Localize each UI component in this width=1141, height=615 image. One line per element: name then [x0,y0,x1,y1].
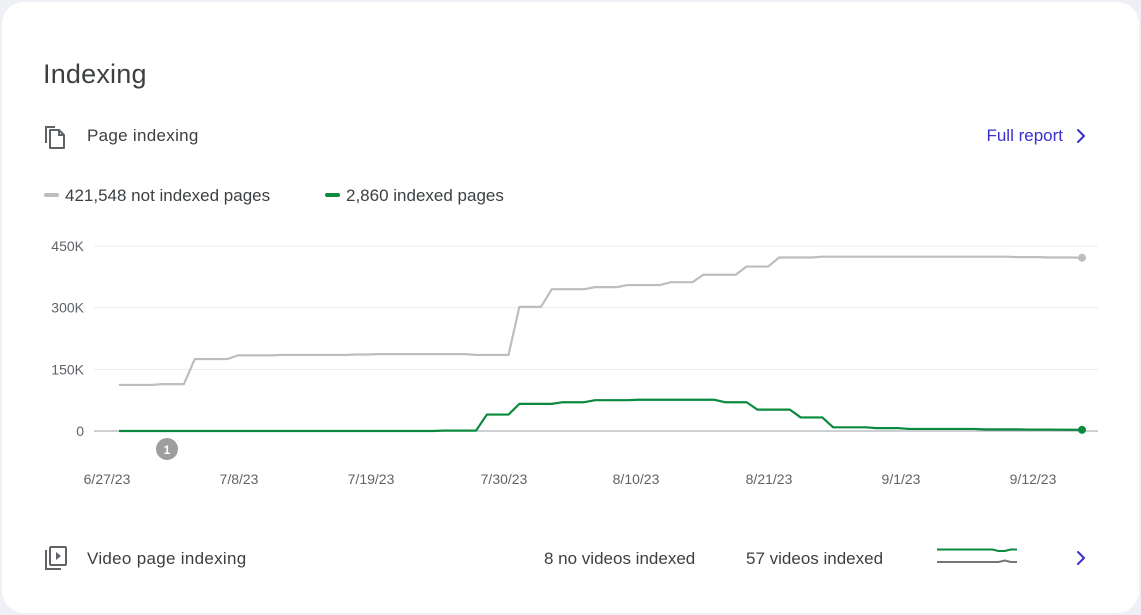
legend-item-not-indexed[interactable]: 421,548 not indexed pages [44,186,270,206]
video-indexing-label: Video page indexing [87,549,247,568]
x-tick-label: 8/10/23 [613,471,660,487]
x-tick-label: 7/19/23 [348,471,395,487]
series-end-point-indexed [1078,425,1086,434]
y-tick-label: 0 [76,423,84,439]
video-indexing-row[interactable]: Video page indexing [2,545,1139,577]
card-title: Indexing [43,59,147,89]
chevron-right-icon[interactable] [1073,127,1089,145]
series-end-point-not-indexed [1078,253,1086,262]
video-chevron-right-icon[interactable] [1073,549,1089,567]
page-indexing-label: Page indexing [87,126,199,145]
sparkline-indexed [937,548,1017,552]
series-line-not-indexed [119,255,1083,387]
x-tick-label: 7/8/23 [220,471,259,487]
x-tick-label: 9/12/23 [1010,471,1057,487]
y-tick-label: 300K [51,300,84,316]
legend-item-indexed[interactable]: 2,860 indexed pages [325,186,504,206]
video-not-indexed-stat: 8 no videos indexed [544,549,696,568]
video-sparkline [937,548,1017,563]
x-tick-label: 8/21/23 [746,471,793,487]
legend-swatch-indexed [325,192,340,197]
legend-label-indexed: 2,860 indexed pages [346,186,504,205]
series-line-indexed [119,398,1083,433]
page-indexing-row: Page indexing Full report [2,122,1139,154]
page-indexing-chart[interactable]: 450K 300K 150K 0 6/27/23 7/8/23 7/19/23 7/30/23… [2,2,1139,502]
x-tick-label: 6/27/23 [84,471,131,487]
full-report-link[interactable]: Full report [986,126,1063,145]
x-tick-label: 7/30/23 [481,471,528,487]
sparkline-not-indexed [937,559,1017,563]
video-indexed-stat: 57 videos indexed [746,549,884,568]
annotation-marker-label: 1 [164,443,171,457]
legend-label-not-indexed: 421,548 not indexed pages [65,186,271,205]
y-tick-label: 150K [51,361,84,377]
y-tick-label: 450K [51,238,84,254]
video-library-icon [45,546,67,570]
legend-swatch-not-indexed [44,192,59,197]
file-copy-icon [45,126,65,149]
annotation-marker [156,438,178,460]
x-tick-label: 9/1/23 [882,471,921,487]
